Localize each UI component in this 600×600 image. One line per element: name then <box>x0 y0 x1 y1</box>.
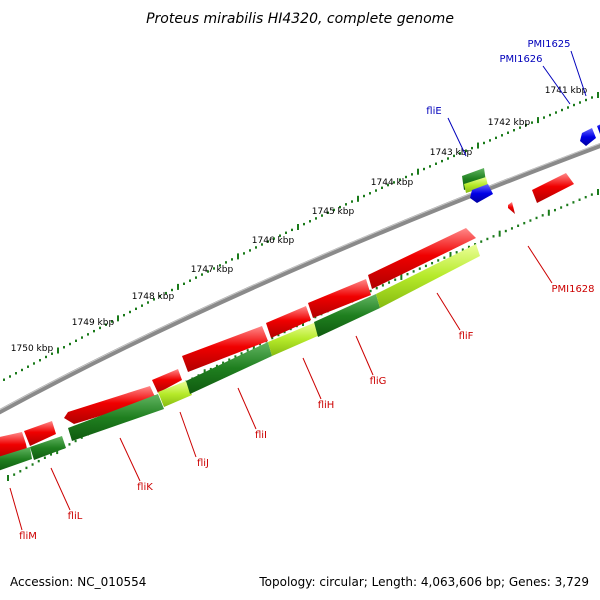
map-title: Proteus mirabilis HI4320, complete genom… <box>146 11 454 27</box>
ruler-label: 1750 kbp <box>11 344 54 354</box>
gene-label-flil: fliL <box>68 511 83 522</box>
callout-line <box>542 65 571 105</box>
cds-reverse-fliJ <box>158 381 192 407</box>
cds-forward-fliG <box>308 279 371 318</box>
ruler-label: 1742 kbp <box>488 118 531 128</box>
ruler-label: 1745 kbp <box>312 207 355 217</box>
ruler-labels: 1741 kbp 1742 kbp 1743 kbp 1744 kbp 1745 kbp… <box>11 86 588 354</box>
callout-line <box>50 467 71 511</box>
features <box>0 124 600 471</box>
gene-labels: PMI1625 PMI1626 fliE PMI1628 fliF fliG fliH fli… <box>19 39 594 542</box>
gene-label-pmi1626: PMI1626 <box>499 54 542 65</box>
cds-blue-PMI1626 <box>580 128 596 146</box>
cds-forward-fliH <box>266 306 311 338</box>
ruler-label: 1744 kbp <box>371 178 414 188</box>
gene-label-flih: fliH <box>318 400 335 411</box>
gene-label-flif: fliF <box>459 331 474 342</box>
cds-reverse-fliK <box>68 394 164 441</box>
callout-line <box>447 117 467 157</box>
genome-backbone-highlight <box>0 143 600 411</box>
ruler-label: 1741 kbp <box>545 86 588 96</box>
accession-text: Accession: NC_010554 <box>10 575 146 589</box>
cds-forward-small <box>508 202 515 214</box>
cds-reverse-fliH <box>268 322 320 356</box>
callout-line <box>119 437 141 482</box>
gene-label-flij: fliJ <box>197 458 209 469</box>
callout-line <box>355 335 374 376</box>
callout-line <box>237 387 257 430</box>
cds-blue-PMI1625 <box>597 124 600 134</box>
gene-label-flik: fliK <box>137 482 153 493</box>
cds-forward-PMI1628 <box>532 173 574 203</box>
cds-reverse-fliE-inner <box>464 177 488 193</box>
gene-label-pmi1625: PMI1625 <box>527 39 570 50</box>
gene-label-flim: fliM <box>19 531 37 542</box>
callout-line <box>302 357 322 400</box>
gene-label-flig: fliG <box>370 376 387 387</box>
cds-forward-fliI <box>182 326 268 372</box>
ruler-label: 1747 kbp <box>191 265 234 275</box>
cds-reverse-fliM <box>0 447 32 471</box>
cds-forward-fliF <box>368 228 476 289</box>
cds-reverse-fliI <box>186 342 272 394</box>
genome-summary-text: Topology: circular; Length: 4,063,606 bp… <box>258 575 589 589</box>
cds-blue-fliE <box>470 184 493 203</box>
callout-line <box>527 245 553 284</box>
gene-label-pmi1628: PMI1628 <box>551 284 594 295</box>
label-callouts <box>9 50 587 531</box>
cds-forward-fliJ <box>152 369 182 393</box>
callout-line <box>570 50 587 97</box>
cds-forward-fliL <box>24 421 56 446</box>
cds-reverse-fliL <box>30 436 66 460</box>
cds-reverse-fliF <box>376 244 480 308</box>
callout-line <box>179 411 197 458</box>
cds-reverse-fliG <box>314 294 380 337</box>
callout-line <box>9 487 23 531</box>
ruler-ticks <box>3 92 599 381</box>
gene-label-flii: fliI <box>255 430 267 441</box>
ruler-label: 1748 kbp <box>132 292 175 302</box>
genome-backbone <box>0 142 600 415</box>
ruler-label: 1743 kbp <box>430 148 473 158</box>
ruler-label: 1746 kbp <box>252 236 295 246</box>
callout-line <box>436 292 461 331</box>
gene-label-flie: fliE <box>426 106 441 117</box>
ruler-label: 1749 kbp <box>72 318 115 328</box>
cds-forward-fliK <box>64 386 156 424</box>
